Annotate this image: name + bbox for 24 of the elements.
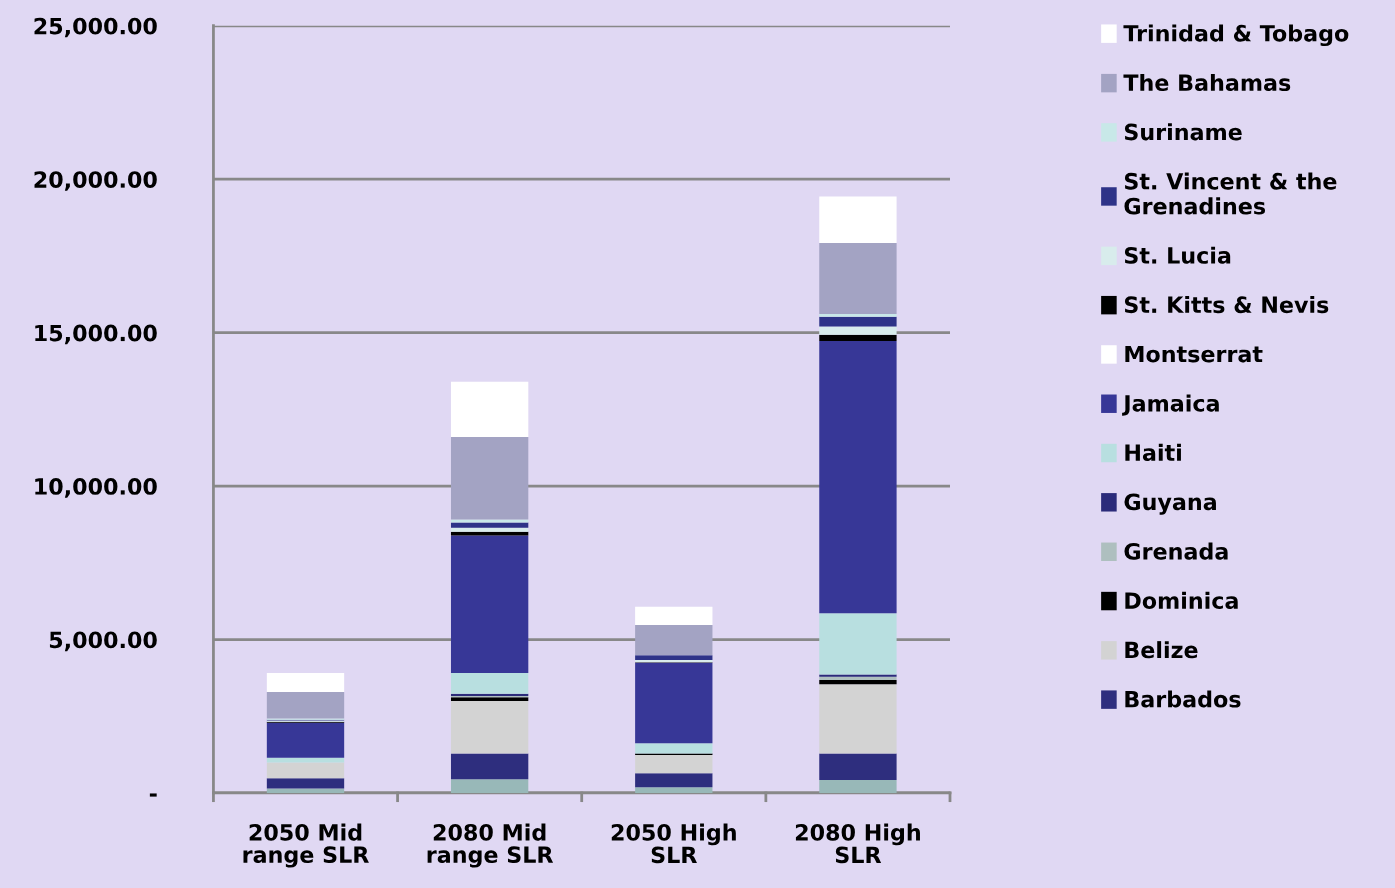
x-tick-label: 2050 Mid range SLR <box>243 823 369 868</box>
legend-label: St. Kitts & Nevis <box>1124 295 1329 314</box>
y-tick-label: 20,000.00 <box>34 171 157 191</box>
legend-label: Grenada <box>1124 542 1228 560</box>
legend-label: Montserrat <box>1125 345 1263 363</box>
legend-label: Belize <box>1125 641 1198 659</box>
y-tick-label: 10,000.00 <box>35 478 157 498</box>
legend-label: The Bahamas <box>1123 73 1291 92</box>
x-tick-label: 2050 High SLR <box>611 823 736 864</box>
y-tick-label: 15,000.00 <box>35 324 157 345</box>
y-tick-label: 25,000.00 <box>34 17 157 38</box>
y-tick-label: - <box>149 793 157 797</box>
x-tick-label: 2080 High SLR <box>795 823 920 864</box>
legend-label: Haiti <box>1125 443 1181 461</box>
legend-label: Dominica <box>1125 591 1238 610</box>
legend-label: Barbados <box>1125 690 1241 708</box>
legend-label: Suriname <box>1124 123 1242 141</box>
y-tick-label: 5,000.00 <box>49 631 157 652</box>
legend-label: Jamaica <box>1122 394 1219 416</box>
legend-label: St. Vincent & the Grenadines <box>1124 172 1337 215</box>
legend-label: St. Lucia <box>1124 246 1231 264</box>
x-tick-label: 2080 Mid range SLR <box>427 823 554 868</box>
legend-label: Guyana <box>1124 493 1216 515</box>
legend-label: Trinidad & Tobago <box>1123 24 1349 47</box>
